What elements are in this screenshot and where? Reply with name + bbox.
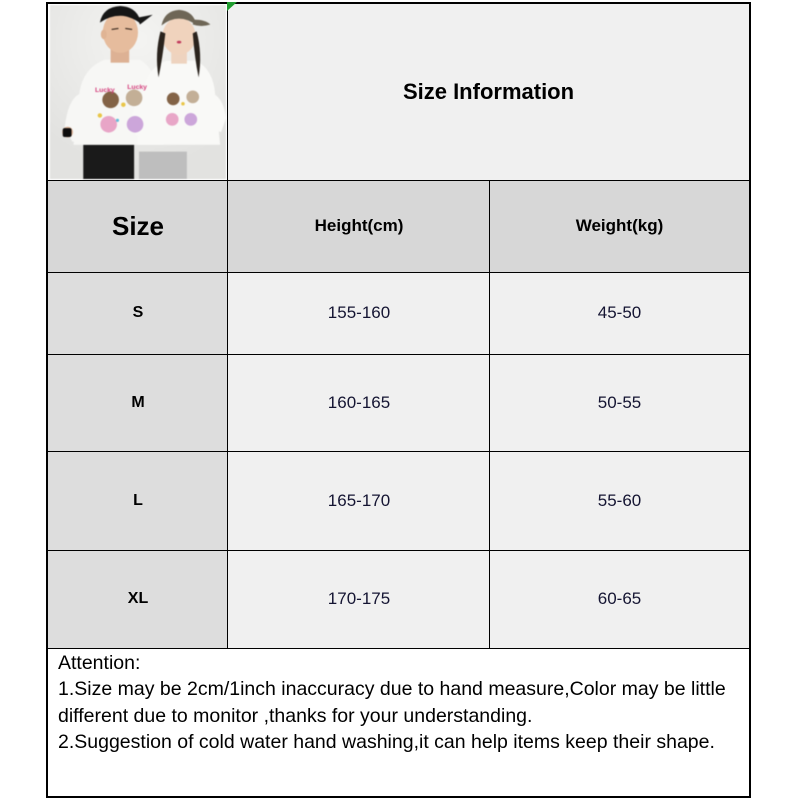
svg-text:Lucky: Lucky bbox=[95, 87, 115, 94]
svg-text:Lucky: Lucky bbox=[127, 84, 147, 91]
